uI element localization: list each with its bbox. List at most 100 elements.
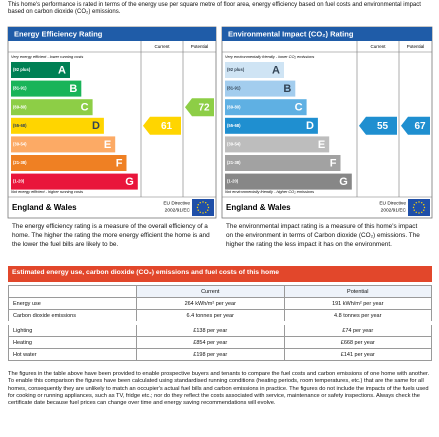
band-range: (21-38) [227, 160, 241, 165]
table-cell: Heating [8, 336, 137, 349]
table-cell: Hot water [8, 348, 137, 361]
column-header: Current [370, 44, 386, 49]
column-header: Current [154, 44, 170, 49]
eu-flag [408, 199, 430, 216]
eu-star [415, 211, 417, 213]
eu-star [423, 204, 425, 206]
table-row: Heating £854 per year £668 per year [8, 336, 432, 349]
rating-band [11, 136, 116, 153]
table-row: Energy use 264 kWh/m² per year 191 kWh/m² … [8, 297, 432, 310]
eu-star [207, 206, 210, 209]
rating-value: 72 [198, 102, 210, 113]
caption: The energy efficiency rating is a measur… [12, 223, 210, 248]
cost-table: Estimated energy use, carbon dioxide (CO… [8, 266, 432, 361]
table-cell: £668 per year [283, 336, 432, 349]
rating-band [11, 173, 138, 190]
band-range: (69-80) [13, 104, 27, 109]
band-range: (92 plus) [13, 67, 31, 72]
rating-band [11, 155, 127, 171]
directive: EU Directive [379, 200, 406, 206]
caption: The environmental impact rating is a mea… [226, 223, 420, 248]
band-letter: E [318, 139, 325, 151]
footer-note: The figures in the table above have been… [8, 371, 430, 407]
table-cell: 191 kWh/m² per year [283, 297, 432, 310]
band-letter: D [306, 120, 314, 132]
header-cell: Current [136, 285, 285, 298]
eu-star [197, 209, 199, 211]
eu-flag [192, 199, 214, 216]
panel-title: Energy Efficiency Rating [14, 29, 103, 38]
band-letter: F [330, 157, 337, 169]
band-letter: A [272, 64, 280, 76]
table-cell: £198 per year [136, 348, 285, 361]
directive: 2002/91/EC [381, 207, 407, 213]
table-cell: £138 per year [136, 322, 285, 337]
band-letter: G [125, 176, 134, 188]
eu-star [205, 211, 207, 213]
eu-star [421, 211, 423, 213]
eu-star [418, 212, 420, 214]
eu-star [205, 202, 207, 204]
table-row: Lighting £138 per year £74 per year [8, 322, 432, 337]
table-cell: £74 per year [283, 322, 432, 337]
panel-title: Environmental Impact (CO₂) Rating [228, 29, 354, 38]
eu-star [421, 202, 423, 204]
top-note: Very environmentally friendly - lower CO… [225, 54, 314, 59]
band-range: (39-54) [227, 142, 241, 147]
table-cell: 4.8 tonnes per year [283, 309, 432, 324]
bottom-note: Not environmentally friendly - higher CO… [225, 189, 314, 194]
band-letter: C [295, 102, 303, 114]
rating-band [11, 99, 93, 116]
rating-band [225, 62, 284, 78]
band-range: (55-68) [13, 123, 27, 128]
eu-star [413, 209, 415, 211]
eu-star [413, 204, 415, 206]
eu-star [412, 206, 415, 209]
band-letter: G [339, 176, 348, 188]
bottom-note: Not energy efficient - higher running co… [11, 189, 83, 194]
eu-star [415, 202, 417, 204]
eu-star [202, 201, 204, 203]
band-range: (55-68) [227, 123, 241, 128]
table-title: Estimated energy use, carbon dioxide (CO… [8, 266, 432, 282]
band-letter: B [69, 83, 77, 95]
header-cell [8, 285, 137, 298]
rating-band [225, 136, 330, 153]
band-letter: C [81, 102, 89, 114]
band-letter: B [283, 83, 291, 95]
band-letter: F [116, 157, 123, 169]
table-cell: Carbon dioxide emissions [8, 309, 137, 324]
table-cell: Energy use [8, 297, 137, 310]
directive: 2002/91/EC [165, 207, 191, 213]
band-range: (39-54) [13, 142, 27, 147]
table-row: Hot water £198 per year £141 per year [8, 348, 432, 361]
table-cell: Lighting [8, 322, 137, 337]
table-cell: £854 per year [136, 336, 285, 349]
directive: EU Directive [163, 200, 190, 206]
rating-arrow [359, 116, 397, 135]
table-cell: 264 kWh/m² per year [136, 297, 285, 310]
panel-title-bar [8, 27, 216, 41]
eu-star [423, 206, 426, 209]
band-letter: D [92, 120, 100, 132]
rating-band [225, 117, 318, 134]
rating-arrow [143, 116, 181, 135]
rating-arrow [185, 98, 214, 117]
band-range: (1-20) [13, 179, 25, 184]
band-range: (92 plus) [227, 67, 245, 72]
region: England & Wales [226, 203, 291, 212]
table-cell: £141 per year [283, 348, 432, 361]
band-letter: E [104, 139, 111, 151]
top-note: Very energy efficient - lower running co… [11, 54, 83, 59]
eu-star [199, 202, 201, 204]
table-row: Carbon dioxide emissions 6.4 tonnes per y… [8, 309, 432, 324]
rating-band [11, 62, 70, 78]
rating-value: 67 [414, 121, 426, 132]
rating-band [225, 173, 352, 190]
eu-star [207, 204, 209, 206]
eu-star [196, 206, 199, 209]
band-range: (1-20) [227, 179, 239, 184]
rating-band [225, 80, 296, 97]
